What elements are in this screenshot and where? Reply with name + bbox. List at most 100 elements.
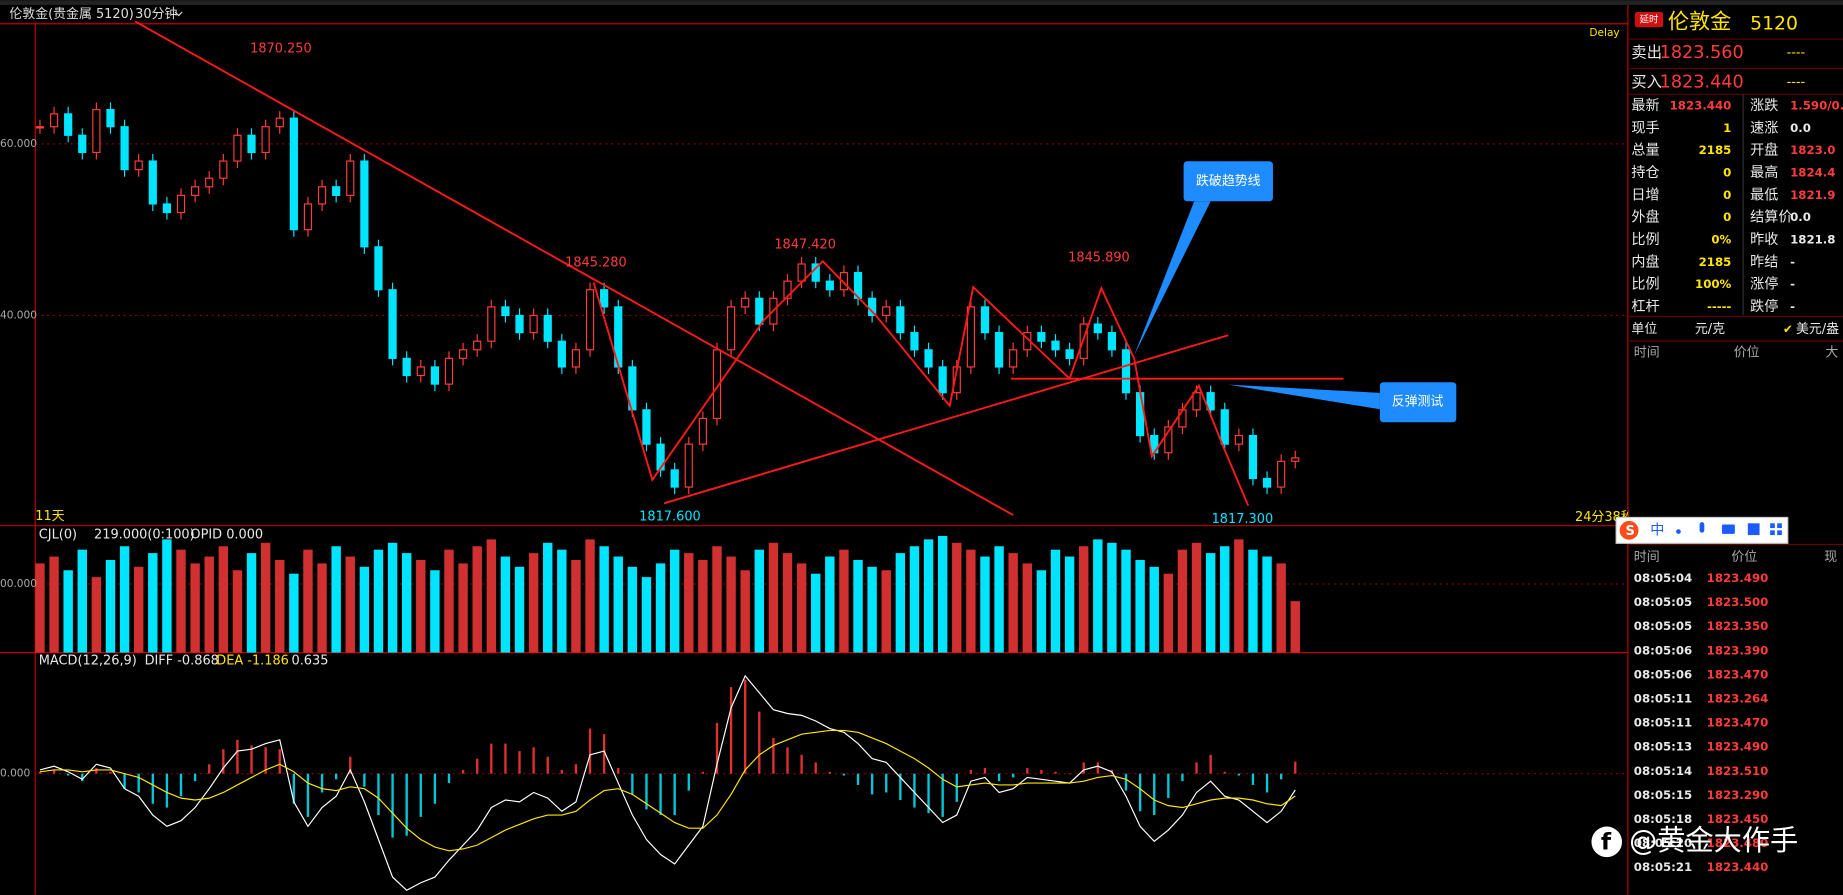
col-header: 价位 (1734, 345, 1760, 360)
volume-bar (684, 553, 694, 653)
candle (49, 113, 59, 128)
candle (176, 194, 186, 214)
trade-price: 1823.500 (1707, 595, 1769, 609)
ime-mode[interactable]: 中 (1650, 522, 1664, 538)
trade-price: 1823.470 (1707, 667, 1769, 681)
field-value: - (1790, 255, 1795, 269)
unit-check: ✔ (1783, 322, 1793, 336)
candle (839, 271, 849, 291)
volume-bar (1262, 556, 1272, 653)
field-label: 跌停 (1750, 298, 1778, 315)
macd-bar (222, 749, 225, 774)
macd-bar (109, 771, 112, 774)
unit2[interactable]: 美元/盎 (1796, 322, 1839, 337)
volume-bar (119, 546, 130, 653)
macd-bar (179, 773, 183, 797)
candle (332, 186, 341, 196)
macd-bar (715, 722, 719, 774)
field-value: 1.590/0.0 (1790, 99, 1843, 113)
volume-bar (49, 556, 59, 653)
volume-bar (1135, 559, 1145, 653)
macd-bar (659, 773, 662, 816)
macd-bar (532, 747, 535, 774)
volume-bar (740, 570, 750, 653)
macd-bar (772, 737, 775, 774)
period[interactable]: 30分钟 (135, 6, 177, 22)
volume-bar (275, 559, 285, 653)
field-value: 1823.440 (1670, 99, 1732, 113)
candle (741, 297, 750, 308)
volume-bar (1008, 553, 1018, 653)
fb-logo (1591, 826, 1623, 858)
volume-bar (105, 559, 116, 653)
macd-bar (1181, 773, 1184, 782)
trade-time: 08:05:15 (1634, 788, 1692, 802)
volume-bar (994, 546, 1004, 653)
macd-bar (334, 773, 338, 780)
candle (896, 306, 905, 334)
field-label: 总量 (1631, 143, 1659, 159)
macd-bar (278, 749, 281, 774)
field-label: 内盘 (1631, 253, 1659, 270)
candle (1277, 460, 1286, 488)
macd-bar (856, 773, 860, 785)
volume-bar (1036, 570, 1047, 653)
macd-bar (673, 773, 676, 816)
unit[interactable]: 元/克 (1695, 322, 1725, 337)
volume-bar (176, 549, 186, 653)
diff-label: DIFF -0.868 (145, 653, 219, 668)
ime-toolbar[interactable]: S 中 (1615, 516, 1789, 544)
field-label: 比例 (1631, 232, 1659, 248)
macd-bar (546, 756, 549, 774)
callout-pointer (1134, 201, 1211, 356)
macd-bar (631, 773, 634, 795)
macd-bar (800, 754, 803, 774)
quote-name: 伦敦金 (1668, 9, 1731, 34)
candle (1192, 392, 1201, 411)
candle (571, 349, 581, 368)
candle (642, 409, 651, 445)
volume-bar (1022, 563, 1032, 653)
volume-bar (190, 563, 200, 653)
candle (1291, 457, 1300, 462)
candle (1248, 434, 1258, 480)
macd-bar (701, 771, 705, 774)
volume-bar (1121, 549, 1131, 653)
macd-bar (814, 762, 817, 774)
candle (190, 186, 200, 196)
macd-bar (461, 769, 465, 774)
volume-bar (500, 556, 511, 653)
candle (543, 314, 552, 342)
macd-bar (983, 768, 987, 774)
candle (825, 280, 834, 291)
volume-bar (387, 542, 398, 653)
col-header: 时间 (1634, 550, 1660, 565)
trade-time: 08:05:05 (1634, 619, 1692, 633)
macd-bar (1237, 773, 1241, 776)
candle (529, 314, 538, 334)
field-value: 100% (1695, 277, 1732, 291)
callout-box (1183, 161, 1273, 202)
symbol[interactable]: 伦敦金(贵金属 5120) (9, 6, 133, 22)
candle (458, 349, 468, 359)
field-label: 外盘 (1631, 209, 1659, 226)
trade-price: 1823.490 (1707, 740, 1769, 754)
trade-time: 08:05:18 (1634, 812, 1692, 826)
price-annotation: 1847.420 (774, 237, 836, 252)
candle (233, 134, 242, 162)
macd-bar (602, 734, 606, 774)
candle (910, 332, 919, 351)
volume-bar (35, 563, 45, 653)
macd-label[interactable]: MACD(12,26,9) (39, 653, 137, 668)
volume-label[interactable]: CJL(0) (39, 528, 77, 543)
macd-bar (913, 773, 916, 808)
unit-label: 单位 (1631, 322, 1657, 337)
volume-bar (599, 546, 609, 653)
candle (346, 160, 355, 196)
field-value: 0 (1723, 188, 1731, 202)
watermark: @黄金大作手 (1629, 824, 1798, 857)
callout-text: 跌破趋势线 (1196, 173, 1261, 189)
field-value: 1824.4 (1790, 166, 1835, 180)
price-annotation: 1817.300 (1212, 512, 1274, 527)
candle (162, 203, 172, 214)
